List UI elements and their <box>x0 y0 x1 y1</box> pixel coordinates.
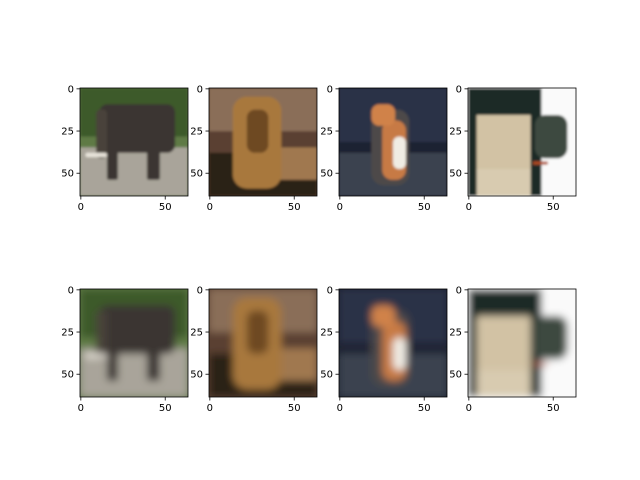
y-tick-label: 50 <box>449 169 462 180</box>
subplot: 0 50 0 25 50 <box>320 84 448 213</box>
y-tick-label: 25 <box>190 127 203 138</box>
y-tick-label: 0 <box>456 285 462 296</box>
y-tick-label: 50 <box>320 169 333 180</box>
subplot: 0 50 0 25 50 <box>449 285 577 414</box>
axes-frame <box>467 288 577 398</box>
axes-frame <box>338 288 448 398</box>
subplot: 0 50 0 25 50 <box>61 84 189 213</box>
x-tick-label: 50 <box>547 403 560 414</box>
y-tick-label: 0 <box>68 285 74 296</box>
image <box>209 88 317 196</box>
x-tick-label: 0 <box>78 202 84 213</box>
axes-frame <box>79 87 189 197</box>
x-tick-label: 50 <box>159 403 172 414</box>
y-tick-label: 50 <box>61 370 74 381</box>
y-tick-label: 0 <box>197 285 203 296</box>
axes-frame <box>208 288 318 398</box>
axes-frame <box>467 87 577 197</box>
y-tick-label: 50 <box>190 370 203 381</box>
subplot: 0 50 0 25 50 <box>320 285 448 414</box>
y-tick-label: 50 <box>320 370 333 381</box>
y-tick-label: 0 <box>327 285 333 296</box>
image <box>80 289 188 397</box>
y-tick-label: 50 <box>190 169 203 180</box>
x-tick-label: 0 <box>337 403 343 414</box>
y-tick-label: 25 <box>320 328 333 339</box>
x-tick-label: 0 <box>466 202 472 213</box>
y-tick-label: 25 <box>61 328 74 339</box>
x-tick-label: 0 <box>337 202 343 213</box>
subplot: 0 50 0 25 50 <box>190 285 318 414</box>
x-tick-label: 0 <box>466 403 472 414</box>
y-tick-label: 25 <box>320 127 333 138</box>
x-tick-label: 0 <box>207 403 213 414</box>
x-tick-label: 50 <box>288 403 301 414</box>
image <box>468 88 576 196</box>
y-tick-label: 50 <box>61 169 74 180</box>
x-tick-label: 50 <box>547 202 560 213</box>
x-tick-label: 0 <box>78 403 84 414</box>
y-tick-label: 0 <box>68 84 74 95</box>
x-tick-label: 0 <box>207 202 213 213</box>
image <box>209 289 317 397</box>
x-tick-label: 50 <box>418 403 431 414</box>
image <box>468 289 576 397</box>
image <box>339 289 447 397</box>
y-tick-label: 25 <box>449 328 462 339</box>
axes-frame <box>338 87 448 197</box>
x-tick-label: 50 <box>159 202 172 213</box>
subplot: 0 50 0 25 50 <box>190 84 318 213</box>
y-tick-label: 25 <box>449 127 462 138</box>
image <box>339 88 447 196</box>
y-tick-label: 25 <box>190 328 203 339</box>
y-tick-label: 0 <box>197 84 203 95</box>
axes-frame <box>208 87 318 197</box>
subplot: 0 50 0 25 50 <box>449 84 577 213</box>
y-tick-label: 50 <box>449 370 462 381</box>
y-tick-label: 25 <box>61 127 74 138</box>
subplot: 0 50 0 25 50 <box>61 285 189 414</box>
y-tick-label: 0 <box>456 84 462 95</box>
image <box>80 88 188 196</box>
x-tick-label: 50 <box>288 202 301 213</box>
axes-frame <box>79 288 189 398</box>
x-tick-label: 50 <box>418 202 431 213</box>
y-tick-label: 0 <box>327 84 333 95</box>
